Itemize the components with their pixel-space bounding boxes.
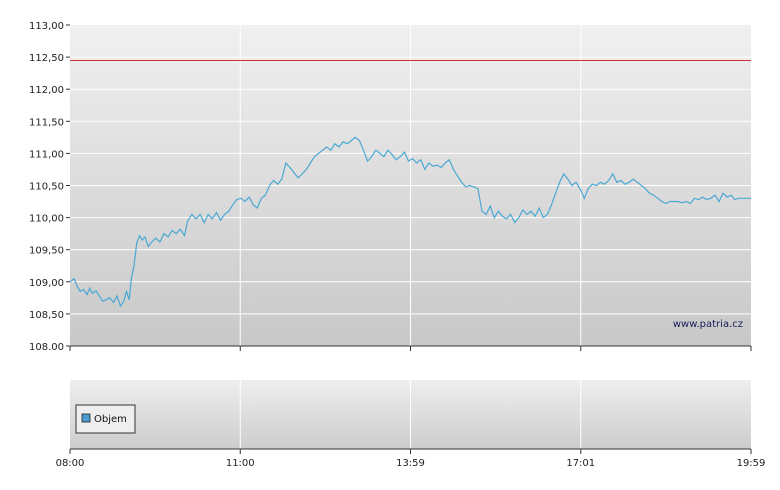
y-tick-label: 108.00 — [29, 342, 64, 353]
price-series-line — [69, 136, 751, 308]
legend-label: Objem — [94, 414, 127, 425]
legend-swatch-icon — [81, 413, 91, 423]
y-tick-label: 112,50 — [29, 53, 64, 64]
x-tick-label: 17:01 — [566, 458, 595, 469]
y-tick-label: 113,00 — [29, 21, 64, 32]
x-tick-label: 19:59 — [737, 458, 766, 469]
main-grid — [70, 25, 751, 346]
y-tick-label: 109,50 — [29, 246, 64, 257]
volume-grid — [239, 380, 582, 449]
x-tick-label: 08:00 — [56, 458, 85, 469]
y-tick-label: 111,00 — [29, 149, 64, 160]
x-tick-label: 13:59 — [396, 458, 425, 469]
y-tick-label: 111,50 — [29, 117, 64, 128]
y-tick-label: 112,00 — [29, 85, 64, 96]
y-axis: 113,00 112,50 112,00 111,50 111,00 110,50 110,… — [29, 21, 70, 353]
y-tick-label: 110,50 — [29, 182, 64, 193]
volume-x-axis-ticks: 08:00 11:00 13:59 17:01 19:59 — [56, 449, 766, 469]
x-tick-label: 11:00 — [226, 458, 255, 469]
y-tick-label: 109,00 — [29, 278, 64, 289]
watermark: www.patria.cz — [673, 319, 743, 330]
volume-legend: Objem — [75, 404, 136, 434]
y-tick-label: 110,00 — [29, 214, 64, 225]
main-x-axis-ticks — [69, 346, 752, 351]
y-tick-label: 108,50 — [29, 310, 64, 321]
